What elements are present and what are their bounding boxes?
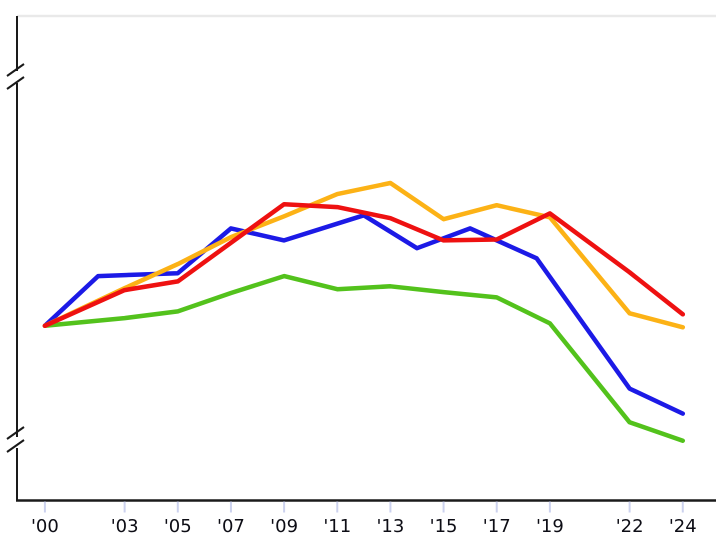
series-line-green	[42, 273, 686, 443]
x-tick-label: '11	[323, 516, 351, 537]
x-tick-label: '05	[164, 516, 192, 537]
x-tick-label: '22	[616, 516, 644, 537]
x-tick-label: '24	[669, 516, 697, 537]
series-line-orange	[42, 180, 686, 330]
x-tick-label: '19	[536, 516, 564, 537]
x-tick-label: '17	[483, 516, 511, 537]
y-axis-break-mark	[6, 63, 25, 77]
x-tick-label: '07	[217, 516, 245, 537]
y-axis-break-mark	[6, 426, 25, 440]
y-axis-break-mark	[6, 439, 25, 453]
x-tick-label: '03	[111, 516, 139, 537]
series-line-red	[42, 201, 686, 329]
x-tick-label: '13	[376, 516, 404, 537]
y-axis-break-mark	[6, 76, 25, 90]
x-tick-label: '00	[31, 516, 59, 537]
x-tick-label: '15	[430, 516, 458, 537]
x-tick-label: '09	[270, 516, 298, 537]
